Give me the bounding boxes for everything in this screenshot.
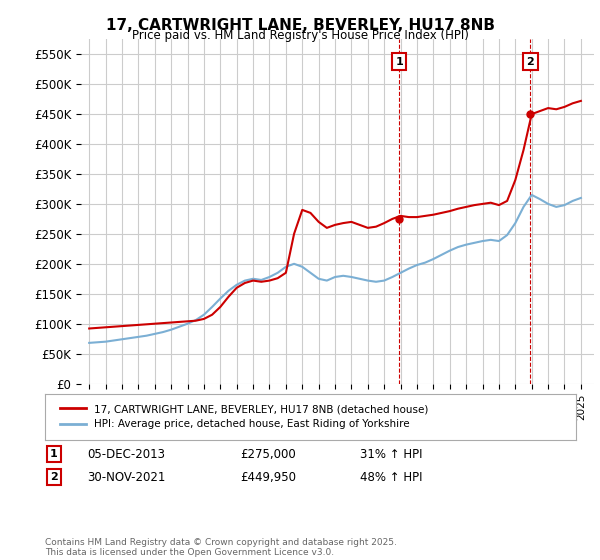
Text: 1: 1 <box>395 57 403 67</box>
Text: 17, CARTWRIGHT LANE, BEVERLEY, HU17 8NB: 17, CARTWRIGHT LANE, BEVERLEY, HU17 8NB <box>106 18 494 33</box>
Text: £275,000: £275,000 <box>240 448 296 461</box>
Text: Price paid vs. HM Land Registry's House Price Index (HPI): Price paid vs. HM Land Registry's House … <box>131 29 469 42</box>
Text: 1: 1 <box>50 449 58 459</box>
Text: 2: 2 <box>527 57 534 67</box>
Text: 48% ↑ HPI: 48% ↑ HPI <box>360 471 422 484</box>
Text: 05-DEC-2013: 05-DEC-2013 <box>87 448 165 461</box>
Text: £449,950: £449,950 <box>240 471 296 484</box>
Text: 30-NOV-2021: 30-NOV-2021 <box>87 471 166 484</box>
Text: Contains HM Land Registry data © Crown copyright and database right 2025.
This d: Contains HM Land Registry data © Crown c… <box>45 538 397 557</box>
Text: 31% ↑ HPI: 31% ↑ HPI <box>360 448 422 461</box>
Text: 2: 2 <box>50 472 58 482</box>
Legend: 17, CARTWRIGHT LANE, BEVERLEY, HU17 8NB (detached house), HPI: Average price, de: 17, CARTWRIGHT LANE, BEVERLEY, HU17 8NB … <box>56 400 433 433</box>
